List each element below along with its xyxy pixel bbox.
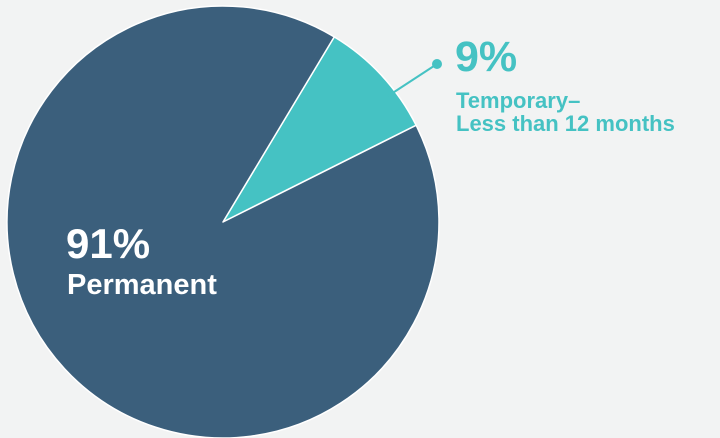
permanent-percent-label: 91% <box>66 220 151 267</box>
permanent-slice <box>6 5 440 438</box>
callout-leader-line <box>387 63 438 97</box>
temporary-slice-label-line1: Temporary– <box>456 88 581 113</box>
temporary-slice <box>222 36 417 223</box>
callout-dot <box>432 59 442 69</box>
temporary-slice-label-line2: Less than 12 months <box>456 111 675 136</box>
permanent-slice-label: Permanent <box>67 269 217 301</box>
temporary-percent-label: 9% <box>455 33 518 81</box>
